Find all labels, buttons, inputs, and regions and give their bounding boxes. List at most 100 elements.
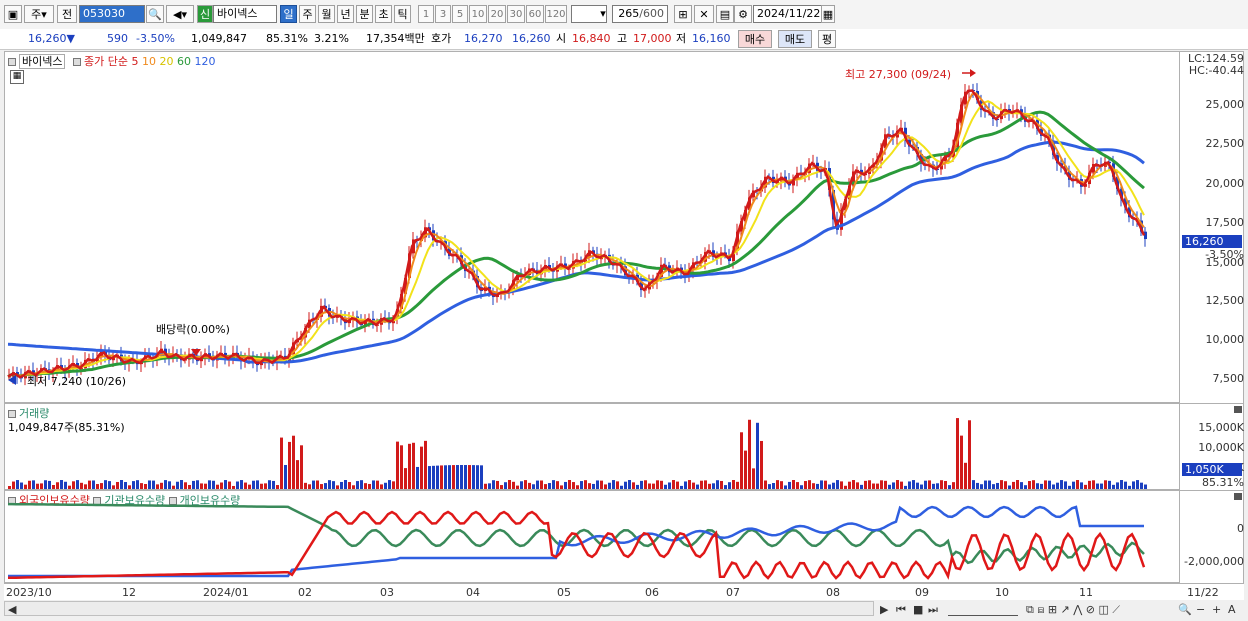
volume-bar — [496, 480, 499, 489]
indicator-icon[interactable]: ✕ — [694, 5, 714, 23]
volume-bar — [616, 481, 619, 489]
legend-stock-name[interactable]: 바이넥스 — [19, 54, 66, 69]
volume-bar — [808, 480, 811, 489]
window-icon[interactable]: ▣ — [4, 5, 22, 23]
save-icon[interactable]: ▤ — [716, 5, 734, 23]
volume-panel[interactable] — [4, 403, 1180, 490]
interval-5-button[interactable]: 30 — [507, 5, 525, 23]
zoom-slider[interactable] — [948, 603, 1018, 616]
volume-bar — [584, 480, 587, 489]
interval-2-button[interactable]: 5 — [452, 5, 468, 23]
volume-tick-1: 10,000K — [1198, 441, 1244, 454]
search-icon[interactable]: 🔍 — [146, 5, 164, 23]
period-4-button[interactable]: 분 — [356, 5, 373, 23]
legend-ma60[interactable]: 60 — [176, 55, 191, 68]
period-2-button[interactable]: 월 — [318, 5, 335, 23]
period-3-button[interactable]: 년 — [337, 5, 354, 23]
price-tick-2: 20,000 — [1205, 177, 1245, 190]
volume-bar — [500, 485, 503, 489]
horizontal-scrollbar[interactable] — [4, 601, 874, 616]
stop-icon[interactable]: ■ — [913, 603, 924, 616]
volume-value: 1,049,847 — [191, 32, 247, 45]
volume-bar — [428, 466, 431, 489]
calendar-icon[interactable]: ▦ — [821, 5, 835, 23]
volume-bar — [508, 480, 511, 489]
volume-bar — [784, 485, 787, 489]
grid-icon[interactable]: ⊞ — [674, 5, 692, 23]
candle — [956, 122, 959, 148]
volume-bar — [68, 485, 71, 489]
volume-bar — [568, 480, 571, 489]
scroll-left-icon[interactable]: ◀ — [8, 603, 17, 616]
calculator-icon[interactable]: ▦ — [10, 70, 24, 84]
speaker-icon[interactable]: ◀▾ — [166, 5, 194, 23]
ma-toggle-icon[interactable] — [72, 58, 81, 66]
legend-ma5[interactable]: 종가 단순 5 — [83, 55, 139, 68]
chevron-down-icon[interactable]: ▾ — [600, 7, 606, 20]
open-label: 시 — [556, 32, 567, 45]
legend-ma120[interactable]: 120 — [194, 55, 216, 68]
volume-toggle-icon[interactable] — [8, 410, 16, 418]
legend-ma10[interactable]: 10 — [141, 55, 156, 68]
volume-bar — [296, 460, 299, 489]
candle — [880, 147, 883, 161]
volume-bar — [908, 481, 911, 489]
interval-custom-input[interactable] — [571, 5, 607, 23]
fast-forward-icon[interactable]: ⏭ — [928, 603, 938, 616]
volume-bar — [952, 482, 955, 489]
volume-bar — [868, 480, 871, 489]
collapse-icon[interactable] — [1234, 406, 1242, 413]
legend-institution[interactable]: 기관보유수량 — [104, 494, 166, 507]
zoom-icon[interactable]: 🔍 — [1178, 603, 1192, 616]
tool-icons[interactable]: ⧉ ⧈ ⊞ ↗ ⋀ ⊘ ◫ ⟋ — [1026, 603, 1120, 616]
volume-bar — [708, 483, 711, 489]
volume-bar — [712, 483, 715, 489]
date-input[interactable]: 2024/11/22 — [753, 5, 823, 23]
zoom-in-icon[interactable]: + — [1212, 603, 1222, 616]
sell-button[interactable]: 매도 — [778, 30, 812, 48]
buy-button[interactable]: 매수 — [738, 30, 772, 48]
eval-button[interactable]: 평 — [818, 30, 836, 48]
font-size-icon[interactable]: A — [1228, 603, 1236, 616]
gear-icon[interactable]: ⚙ — [734, 5, 752, 23]
scroll-right-icon[interactable]: ▶ — [880, 603, 889, 616]
mode-select[interactable]: 주▾ — [24, 5, 54, 23]
volume-bar — [204, 483, 207, 489]
turnover-rate: 3.21% — [314, 32, 349, 45]
legend-individual[interactable]: 개인보유수량 — [179, 494, 241, 507]
interval-0-button[interactable]: 1 — [418, 5, 434, 23]
zoom-out-icon[interactable]: − — [1196, 603, 1206, 616]
volume-bar — [380, 484, 383, 489]
volume-bar — [676, 481, 679, 489]
volume-bar — [404, 468, 407, 489]
volume-bar — [764, 480, 767, 489]
volume-bar — [988, 480, 991, 489]
volume-bar — [216, 484, 219, 489]
volume-bar — [388, 480, 391, 489]
volume-bar — [360, 480, 363, 489]
volume-bar — [336, 485, 339, 489]
high-annotation: 최고 27,300 (09/24) — [845, 68, 952, 81]
interval-3-button[interactable]: 10 — [469, 5, 487, 23]
period-1-button[interactable]: 주 — [299, 5, 316, 23]
interval-6-button[interactable]: 60 — [526, 5, 544, 23]
count-field[interactable]: 265/600 — [612, 5, 668, 23]
interval-1-button[interactable]: 3 — [435, 5, 451, 23]
period-6-button[interactable]: 틱 — [394, 5, 411, 23]
prev-button[interactable]: 전 — [57, 5, 77, 23]
interval-4-button[interactable]: 20 — [488, 5, 506, 23]
volume-bar — [940, 480, 943, 489]
candle — [792, 179, 795, 186]
stock-name-field[interactable]: 바이넥스 — [213, 5, 277, 23]
legend-ma20[interactable]: 20 — [159, 55, 174, 68]
legend-toggle-icon[interactable] — [8, 58, 16, 66]
volume-bar — [848, 481, 851, 489]
current-pct-marker: -3.50% — [1205, 248, 1244, 261]
period-5-button[interactable]: 초 — [375, 5, 392, 23]
rewind-icon[interactable]: ⏮ — [896, 603, 906, 616]
volume-bar — [792, 480, 795, 489]
stock-code-input[interactable]: 053030 — [79, 5, 145, 23]
period-0-button[interactable]: 일 — [280, 5, 297, 23]
interval-7-button[interactable]: 120 — [545, 5, 567, 23]
collapse-icon-2[interactable] — [1234, 493, 1242, 500]
